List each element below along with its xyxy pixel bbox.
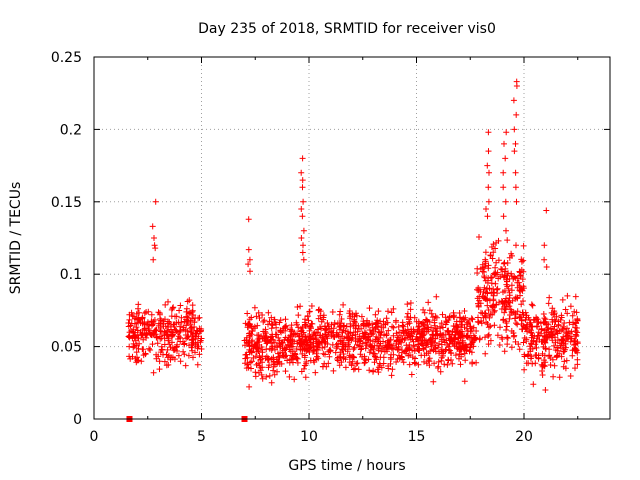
axis-ticks: 0 5 10 15 20 0 0.05 0.1 0.15 0.2 0.25 — [51, 50, 610, 445]
x-tick-label: 10 — [300, 429, 318, 445]
y-tick-label: 0.2 — [60, 122, 82, 138]
grid-lines — [94, 57, 610, 419]
y-tick-label: 0.05 — [51, 340, 82, 356]
y-tick-label: 0 — [73, 412, 82, 428]
y-tick-label: 0.15 — [51, 195, 82, 211]
x-tick-label: 5 — [197, 429, 206, 445]
y-tick-label: 0.25 — [51, 50, 82, 66]
plot-frame — [93, 56, 611, 420]
chart-title: Day 235 of 2018, SRMTID for receiver vis… — [198, 21, 496, 37]
x-tick-label: 0 — [90, 429, 99, 445]
scatter-points — [125, 78, 581, 393]
y-axis-label: SRMTID / TECUs — [8, 182, 24, 295]
x-axis-label: GPS time / hours — [288, 458, 405, 474]
x-tick-label: 20 — [515, 429, 533, 445]
y-tick-label: 0.1 — [60, 267, 82, 283]
x-tick-label: 15 — [408, 429, 426, 445]
